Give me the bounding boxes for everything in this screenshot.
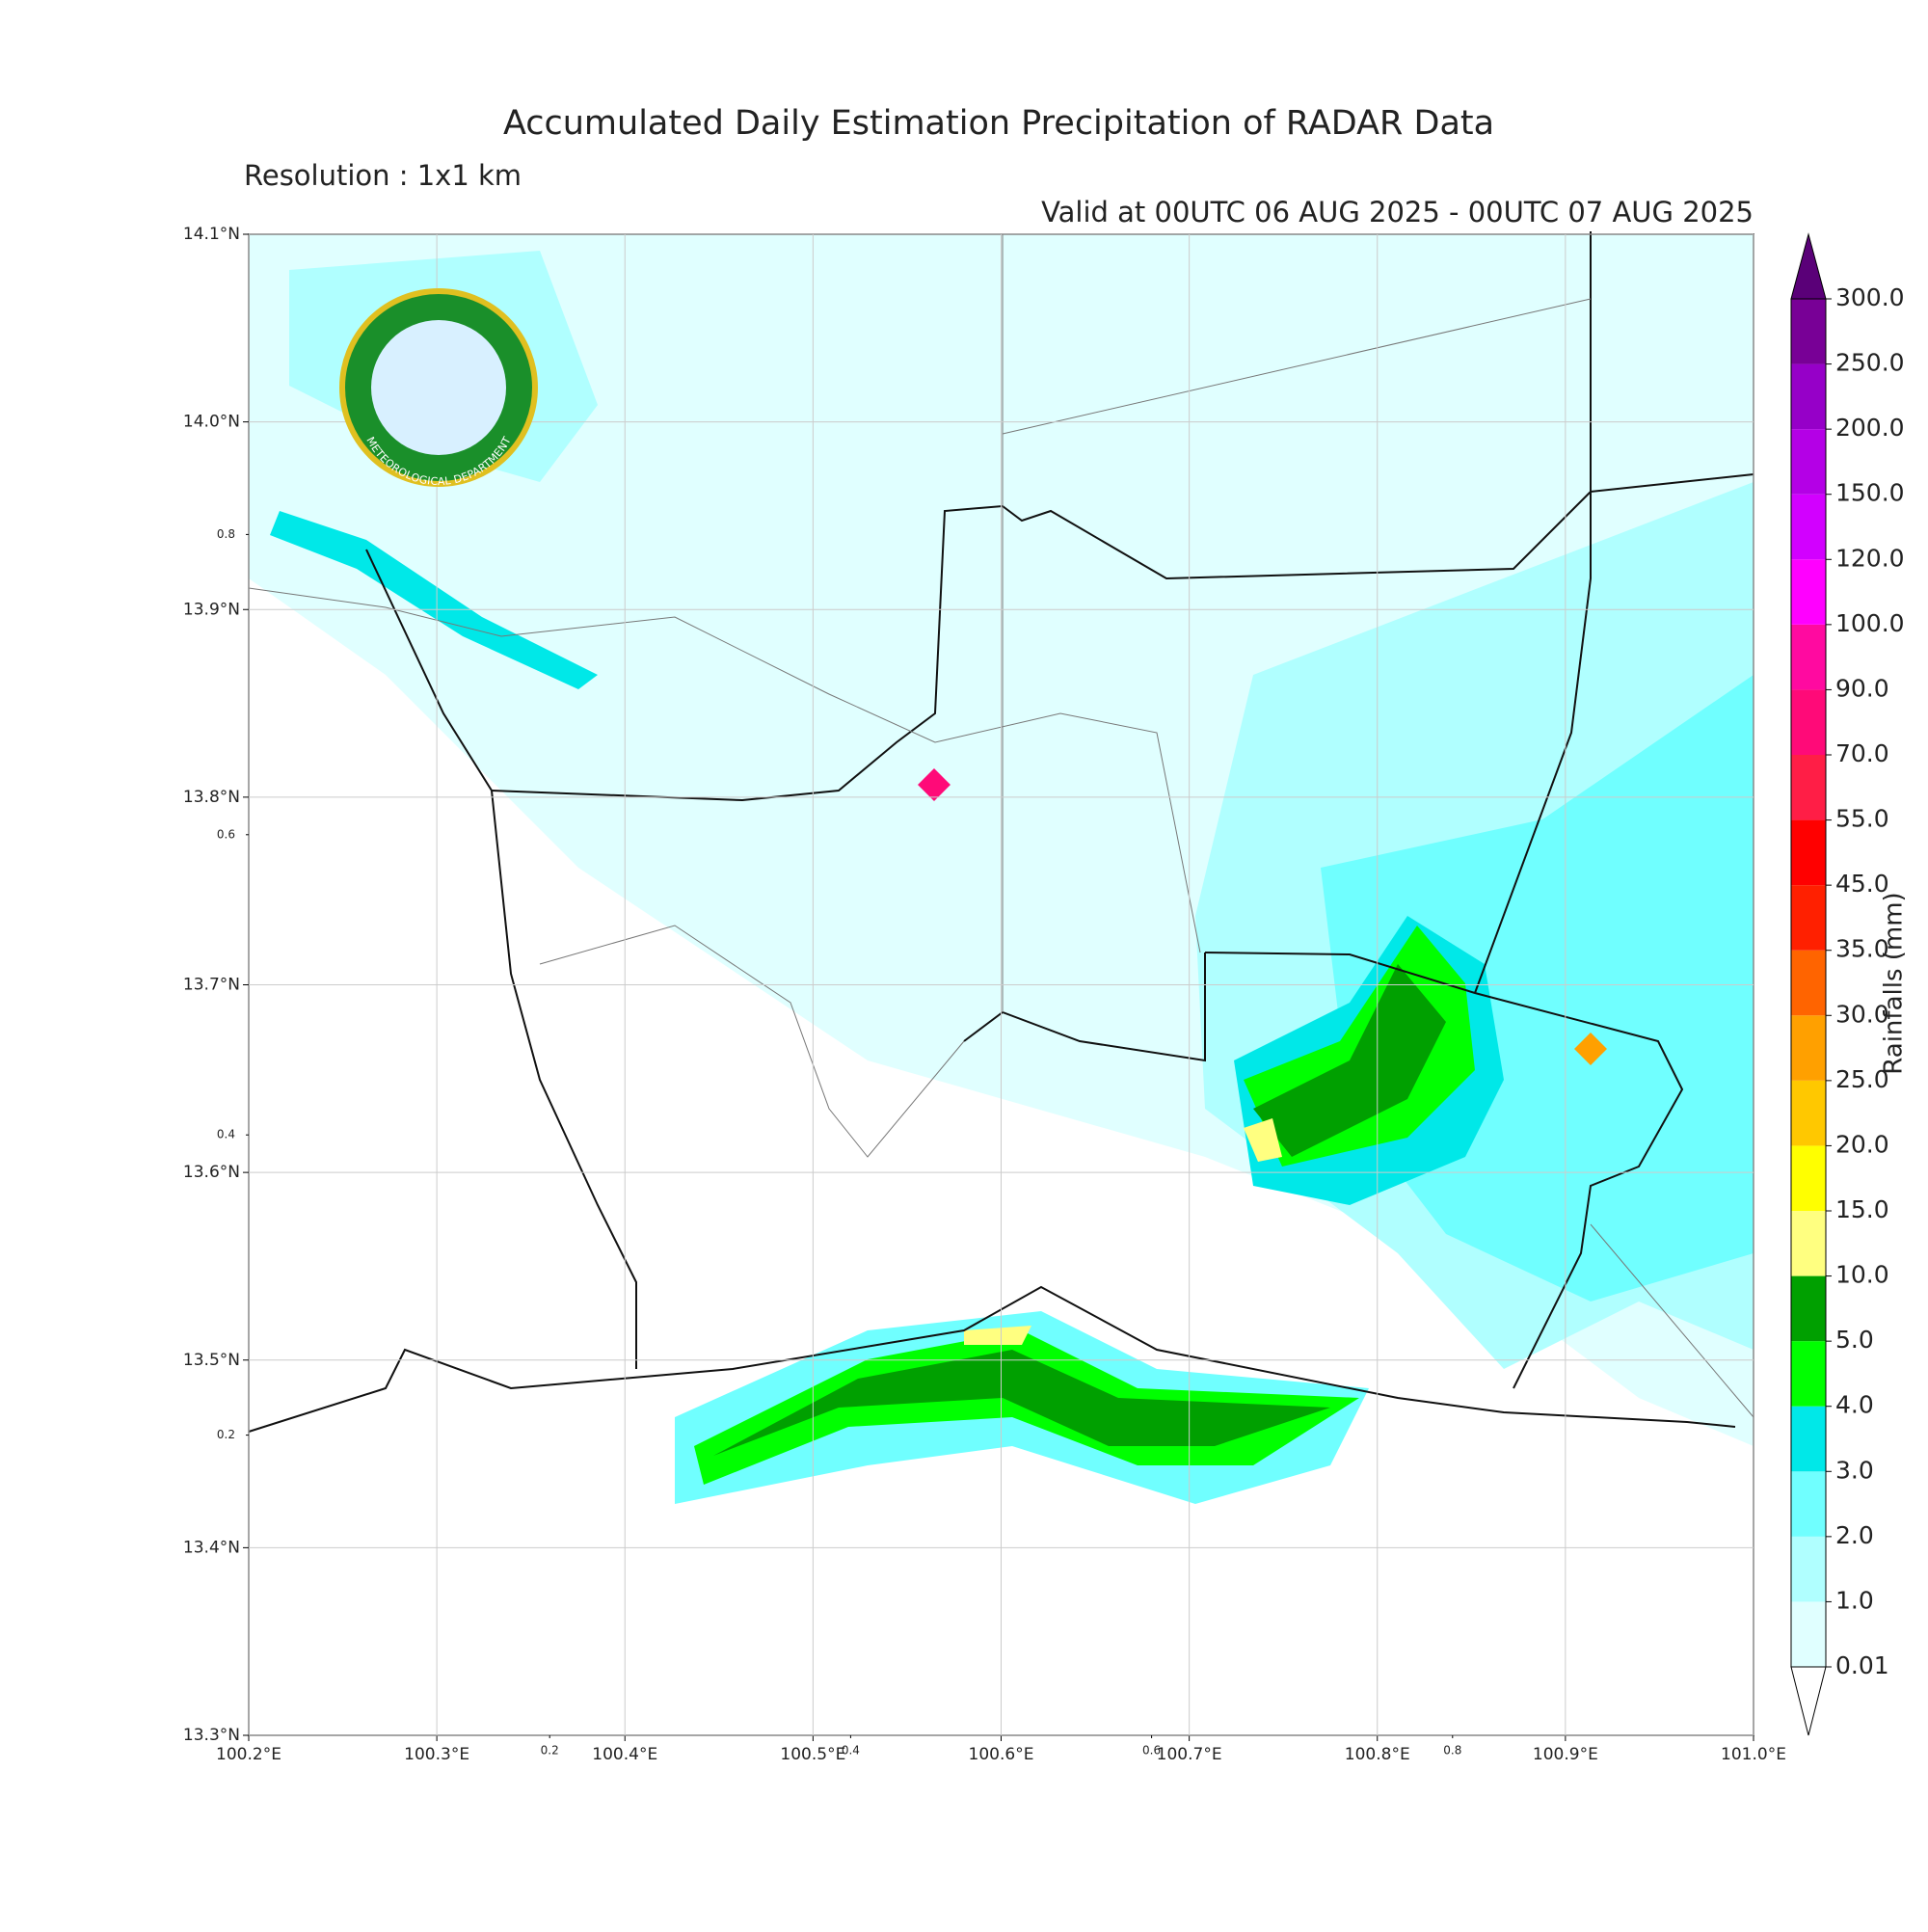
y-tick-label: 13.4°N <box>183 1538 240 1557</box>
title: Accumulated Daily Estimation Precipitati… <box>503 104 1494 143</box>
colorbar-tick-label: 120.0 <box>1835 544 1905 572</box>
x-tick-label: 100.2°E <box>216 1745 281 1764</box>
inset-y-tick-label: 0.4 <box>217 1128 235 1141</box>
colorbar-tick-label: 25.0 <box>1835 1065 1889 1093</box>
colorbar-tick-label: 70.0 <box>1835 739 1889 767</box>
colorbar-tick-label: 1.0 <box>1835 1586 1874 1614</box>
colorbar-tick-label: 250.0 <box>1835 349 1905 377</box>
colorbar-segment <box>1791 950 1826 1016</box>
colorbar-segment <box>1791 1145 1826 1211</box>
colorbar-tick-label: 55.0 <box>1835 805 1889 833</box>
colorbar-segment <box>1791 363 1826 430</box>
inset-x-tick-label: 0.8 <box>1443 1744 1461 1758</box>
colorbar-over <box>1790 232 1827 300</box>
colorbar: 0.01 1.0 2.0 3.0 4.0 5.0 10.0 15.0 20.0 25.0 30.0 3… <box>1790 232 1905 1736</box>
colorbar-segment <box>1791 885 1826 951</box>
colorbar-segment <box>1791 429 1826 495</box>
colorbar-segment <box>1791 559 1826 625</box>
x-tick-label: 100.5°E <box>780 1745 845 1764</box>
colorbar-segment <box>1791 1471 1826 1537</box>
x-tick-label: 100.7°E <box>1157 1745 1222 1764</box>
colorbar-tick-label: 100.0 <box>1835 609 1905 637</box>
x-tick-label: 100.6°E <box>969 1745 1034 1764</box>
inset-y-tick-label: 0.6 <box>217 827 235 841</box>
inset-x-tick-label: 0.2 <box>541 1744 559 1758</box>
colorbar-tick-label: 20.0 <box>1835 1130 1889 1158</box>
colorbar-tick-label: 45.0 <box>1835 870 1889 898</box>
boundaries <box>248 231 1754 1433</box>
inset-x-tick-label: 0.4 <box>842 1744 860 1758</box>
colorbar-tick-label: 35.0 <box>1835 935 1889 963</box>
logo-center <box>371 320 506 455</box>
x-tick-label: 100.4°E <box>592 1745 657 1764</box>
colorbar-tick-label: 300.0 <box>1835 283 1905 311</box>
subtitle: Resolution : 1x1 km <box>244 159 522 192</box>
colorbar-tick-label: 10.0 <box>1835 1261 1889 1289</box>
colorbar-tick-label: 2.0 <box>1835 1521 1874 1549</box>
colorbar-segment <box>1791 1536 1826 1602</box>
y-tick-label: 13.6°N <box>183 1163 240 1182</box>
colorbar-segment <box>1791 1015 1826 1081</box>
colorbar-tick-label: 0.01 <box>1835 1651 1889 1679</box>
colorbar-segment <box>1791 689 1826 755</box>
y-tick-label: 13.3°N <box>183 1726 240 1745</box>
x-tick-label: 100.9°E <box>1533 1745 1598 1764</box>
colorbar-under <box>1790 1666 1827 1736</box>
colorbar-segment <box>1791 299 1826 364</box>
colorbar-tick-label: 200.0 <box>1835 414 1905 442</box>
inset-y-tick-label: 0.8 <box>217 527 235 541</box>
colorbar-segment <box>1791 1080 1826 1146</box>
colorbar-frame <box>1790 298 1827 1668</box>
colorbar-label: Rainfalls (mm) <box>1880 892 1909 1074</box>
inset-y-tick-label: 0.2 <box>217 1428 235 1441</box>
valid-time: Valid at 00UTC 06 AUG 2025 - 00UTC 07 AU… <box>1041 196 1754 228</box>
y-tick-label: 13.7°N <box>183 976 240 995</box>
axes: 100.2°E 100.3°E 100.4°E 100.5°E 100.6°E 100.7… <box>183 225 1786 1764</box>
colorbar-segment <box>1791 819 1826 886</box>
x-tick-label: 100.8°E <box>1345 1745 1410 1764</box>
y-tick-label: 13.5°N <box>183 1351 240 1370</box>
colorbar-segment <box>1791 494 1826 560</box>
colorbar-tick-label: 30.0 <box>1835 1000 1889 1028</box>
colorbar-tick-label: 90.0 <box>1835 674 1889 702</box>
x-tick-label: 100.3°E <box>404 1745 469 1764</box>
colorbar-tick-label: 5.0 <box>1835 1326 1874 1354</box>
y-tick-label: 14.0°N <box>183 413 240 432</box>
colorbar-tick-label: 4.0 <box>1835 1391 1874 1419</box>
colorbar-tick-label: 150.0 <box>1835 479 1905 507</box>
y-tick-label: 13.8°N <box>183 788 240 807</box>
colorbar-segment <box>1791 755 1826 820</box>
x-tick-label: 101.0°E <box>1721 1745 1786 1764</box>
colorbar-segment <box>1791 1406 1826 1472</box>
colorbar-tick-label: 3.0 <box>1835 1456 1874 1484</box>
colorbar-segment <box>1791 624 1826 690</box>
inset-x-tick-label: 0.6 <box>1142 1744 1161 1758</box>
colorbar-segment <box>1791 1275 1826 1342</box>
logo: METEOROLOGICAL DEPARTMENT <box>339 288 538 488</box>
colorbar-segment <box>1791 1341 1826 1407</box>
y-tick-label: 13.9°N <box>183 600 240 619</box>
colorbar-segment <box>1791 1211 1826 1276</box>
y-tick-label: 14.1°N <box>183 225 240 244</box>
colorbar-tick-label: 15.0 <box>1835 1195 1889 1223</box>
colorbar-segment <box>1791 1601 1826 1667</box>
